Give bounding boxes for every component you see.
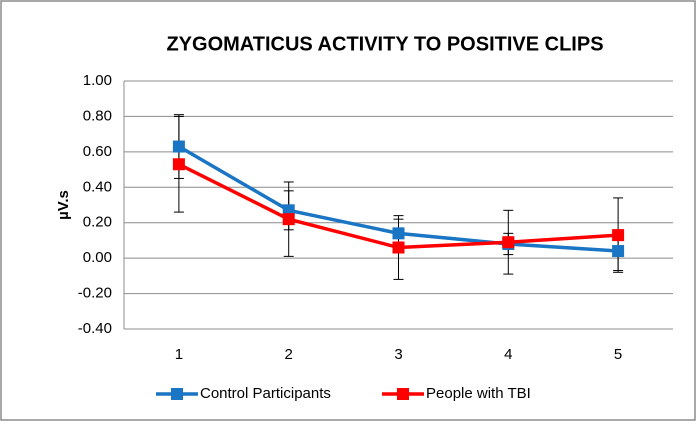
y-tick-label: -0.20: [78, 285, 112, 302]
point-marker: [172, 140, 185, 153]
point-marker: [172, 158, 185, 171]
y-tick-label: 0.00: [83, 249, 112, 266]
point-marker: [612, 245, 625, 258]
y-tick-label: 0.40: [83, 178, 112, 195]
x-tick-label: 1: [175, 346, 183, 363]
point-marker: [282, 213, 295, 226]
y-tick-label: 0.20: [83, 214, 112, 231]
x-tick-label: 5: [614, 346, 622, 363]
y-tick-label: 0.80: [83, 107, 112, 124]
y-tick-label: -0.40: [78, 320, 112, 337]
y-tick-label: 0.60: [83, 143, 112, 160]
point-marker: [392, 241, 405, 254]
point-marker: [392, 227, 405, 240]
legend-label: Control Participants: [200, 385, 331, 402]
point-marker: [612, 229, 625, 242]
x-tick-label: 3: [394, 346, 402, 363]
chart-title: ZYGOMATICUS ACTIVITY TO POSITIVE CLIPS: [166, 33, 603, 55]
point-marker: [502, 236, 515, 249]
x-tick-label: 4: [504, 346, 512, 363]
x-tick-label: 2: [285, 346, 293, 363]
y-axis-label: µV.s: [55, 190, 72, 220]
legend-label: People with TBI: [426, 385, 531, 402]
legend-marker: [397, 388, 409, 400]
legend-marker: [171, 388, 183, 400]
y-tick-label: 1.00: [83, 72, 112, 89]
